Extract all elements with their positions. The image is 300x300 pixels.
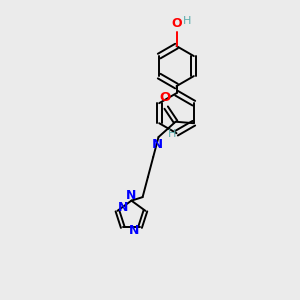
Text: O: O — [171, 16, 182, 30]
Text: H: H — [183, 16, 191, 26]
Text: N: N — [118, 201, 128, 214]
Text: O: O — [160, 91, 171, 104]
Text: H: H — [168, 128, 176, 139]
Text: N: N — [129, 224, 140, 237]
Text: N: N — [126, 189, 136, 202]
Text: N: N — [152, 138, 163, 151]
